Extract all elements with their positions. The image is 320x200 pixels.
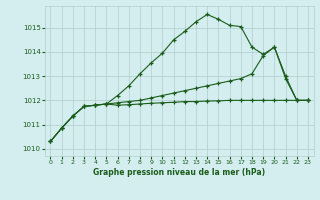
- X-axis label: Graphe pression niveau de la mer (hPa): Graphe pression niveau de la mer (hPa): [93, 168, 265, 177]
